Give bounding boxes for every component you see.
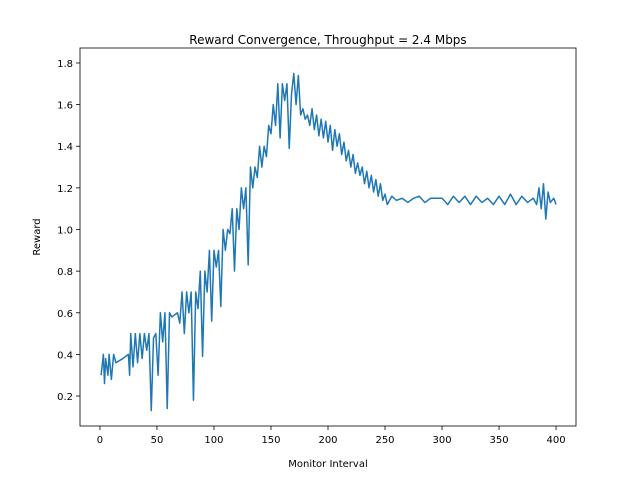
x-tick-label: 350 (489, 435, 508, 446)
y-axis-label: Reward (32, 218, 43, 255)
y-tick-label: 0.8 (57, 267, 73, 278)
x-axis-label: Monitor Interval (288, 459, 368, 470)
y-tick-label: 0.6 (57, 309, 73, 320)
x-tick-label: 0 (97, 435, 103, 446)
axes-frame (79, 47, 577, 427)
y-tick-label: 0.2 (57, 392, 73, 403)
x-tick-label: 400 (546, 435, 565, 446)
y-tick-label: 1.2 (57, 184, 73, 195)
line-series (100, 72, 557, 412)
y-tick-label: 1.6 (57, 101, 73, 112)
x-tick-label: 200 (318, 435, 337, 446)
y-tick-label: 0.4 (57, 350, 73, 361)
x-tick-label: 100 (204, 435, 223, 446)
y-tick-label: 1.8 (57, 59, 73, 70)
x-tick-label: 250 (375, 435, 394, 446)
x-tick-label: 150 (261, 435, 280, 446)
y-tick-label: 1.4 (57, 142, 73, 153)
y-tick-label: 1.0 (57, 226, 73, 237)
x-tick-label: 50 (151, 435, 164, 446)
chart-title: Reward Convergence, Throughput = 2.4 Mbp… (189, 33, 466, 47)
x-tick-label: 300 (432, 435, 451, 446)
